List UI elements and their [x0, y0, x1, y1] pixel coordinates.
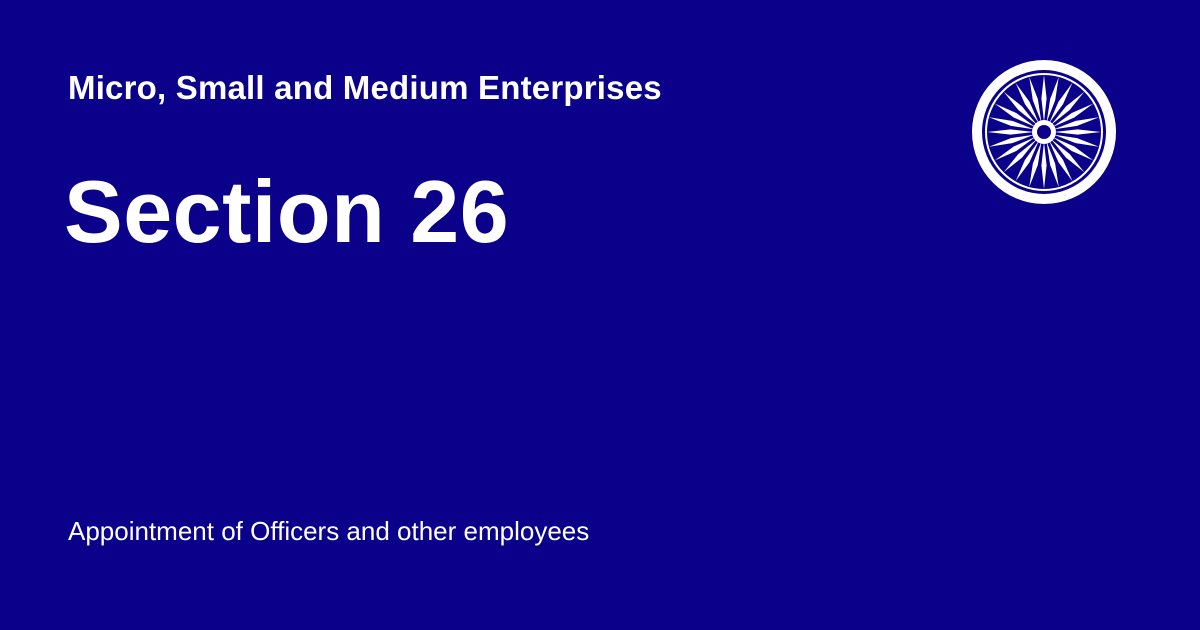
chakra-spoke [988, 134, 1035, 147]
chakra-spoke [994, 103, 1036, 127]
chakra-spoke [1046, 76, 1059, 123]
chakra-spoke [1049, 82, 1073, 124]
chakra-spoke [1015, 140, 1039, 182]
chakra-spoke [1052, 103, 1094, 127]
chakra-spoke [1052, 137, 1094, 161]
chakra-spoke [1003, 91, 1037, 125]
chakra-spoke [988, 117, 1035, 130]
act-title: Micro, Small and Medium Enterprises [68, 69, 662, 106]
chakra-spoke [1029, 141, 1042, 188]
section-title: Section 26 [64, 162, 510, 261]
chakra-spoke [1003, 139, 1037, 173]
chakra-spoke [1053, 134, 1100, 147]
section-description: Appointment of Officers and other employ… [68, 516, 590, 546]
chakra-spoke [1049, 140, 1073, 182]
chakra-spoke [1029, 76, 1042, 123]
chakra-spoke [1015, 82, 1039, 124]
chakra-spoke [994, 137, 1036, 161]
ashoka-chakra-icon [972, 60, 1116, 204]
chakra-spoke [1051, 139, 1085, 173]
chakra-spoke [987, 129, 1034, 135]
chakra-spoke [1046, 141, 1059, 188]
chakra-spoke [1051, 91, 1085, 125]
chakra-spoke [1053, 117, 1100, 130]
chakra-spoke [1054, 129, 1101, 135]
